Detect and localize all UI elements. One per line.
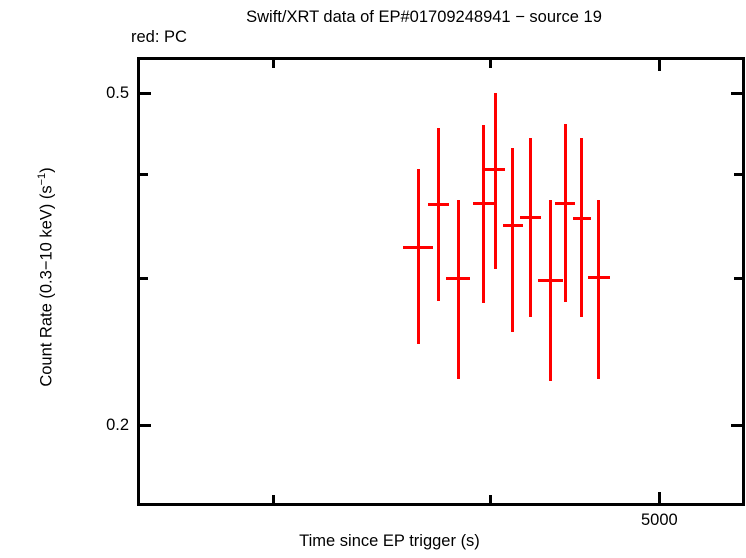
y-tick-left	[140, 172, 148, 176]
x-tick-bottom	[271, 495, 275, 503]
data-point-x-error-bar	[572, 216, 591, 220]
y-tick-right	[734, 172, 742, 176]
data-point-x-error-bar	[403, 245, 433, 249]
data-point-y-error-bar	[493, 92, 497, 269]
data-point-x-error-bar	[537, 279, 564, 283]
data-point-y-error-bar	[456, 199, 460, 380]
data-point-y-error-bar	[549, 199, 553, 381]
x-tick-top	[657, 60, 661, 71]
data-point-y-error-bar	[481, 125, 485, 304]
data-point-y-error-bar	[529, 138, 533, 317]
x-axis-title: Time since EP trigger (s)	[299, 532, 480, 550]
y-tick-right	[734, 276, 742, 280]
x-tick-bottom	[489, 495, 493, 503]
data-point-y-error-bar	[597, 199, 601, 380]
data-point-x-error-bar	[472, 201, 494, 205]
y-tick-left	[140, 423, 151, 427]
data-point-x-error-bar	[587, 275, 610, 279]
x-tick-bottom	[657, 492, 661, 503]
data-point-x-error-bar	[555, 201, 575, 205]
data-point-x-error-bar	[519, 215, 542, 219]
y-axis-title-close-paren: )	[37, 167, 56, 173]
x-tick-top	[271, 60, 275, 68]
data-point-y-error-bar	[416, 168, 420, 345]
y-tick-left	[140, 276, 148, 280]
plot-frame	[137, 57, 745, 506]
y-axis-title-text: Count Rate (0.3−10 keV) (s	[37, 185, 56, 387]
data-point-x-error-bar	[485, 168, 505, 172]
data-point-x-error-bar	[446, 276, 470, 280]
data-point-x-error-bar	[427, 202, 449, 206]
y-tick-label: 0.2	[106, 416, 129, 435]
legend-red-pc-label: red: PC	[131, 28, 187, 46]
x-tick-top	[489, 60, 493, 68]
x-tick-label: 5000	[640, 511, 678, 529]
y-tick-right	[731, 91, 742, 95]
data-point-y-error-bar	[580, 138, 584, 317]
y-tick-right	[731, 423, 742, 427]
data-point-y-error-bar	[563, 123, 567, 303]
y-tick-label: 0.5	[106, 84, 129, 103]
y-tick-left	[140, 91, 151, 95]
data-point-x-error-bar	[502, 224, 523, 228]
data-point-y-error-bar	[511, 148, 515, 332]
chart-title: Swift/XRT data of EP#01709248941 − sourc…	[246, 8, 602, 26]
y-axis-title-superscript: −1	[35, 172, 48, 186]
data-point-y-error-bar	[436, 127, 440, 301]
y-axis-title: Count Rate (0.3−10 keV) (s−1)	[36, 167, 57, 386]
